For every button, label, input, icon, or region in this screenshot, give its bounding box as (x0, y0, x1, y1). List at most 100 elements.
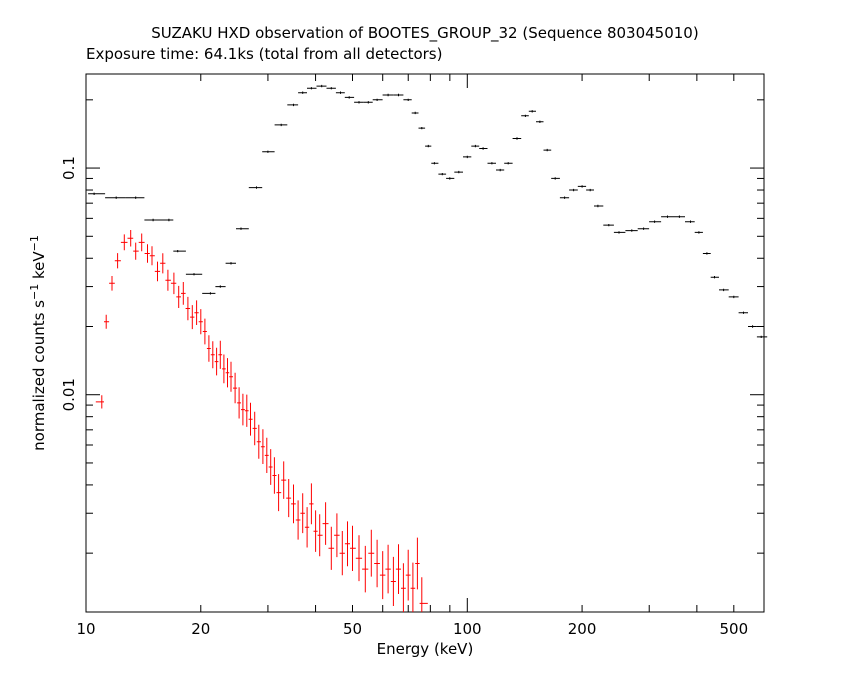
data-point (385, 544, 391, 594)
data-point (88, 192, 106, 195)
data-point (362, 545, 369, 593)
data-point (350, 525, 356, 571)
data-point (198, 309, 203, 335)
data-point (313, 510, 318, 552)
data-point (268, 449, 273, 485)
data-point (241, 393, 245, 426)
data-point (225, 262, 236, 265)
data-point (215, 285, 226, 288)
x-tick-label: 100 (453, 620, 482, 638)
data-point (569, 188, 578, 192)
data-point (415, 537, 420, 590)
data-point (322, 502, 329, 545)
data-point (603, 224, 614, 227)
data-point (479, 147, 488, 150)
data-point (133, 242, 139, 260)
data-point (710, 276, 719, 279)
data-point (390, 556, 396, 606)
data-point (206, 335, 211, 362)
data-point (401, 563, 406, 612)
data-point (411, 111, 419, 115)
data-point (237, 387, 241, 419)
data-point (382, 93, 394, 97)
data-point (372, 98, 383, 101)
data-point (613, 231, 626, 234)
data-point (214, 347, 219, 376)
data-point (728, 295, 739, 299)
data-point (528, 110, 536, 113)
data-point (368, 529, 375, 577)
data-point (339, 531, 345, 576)
series-red (95, 230, 428, 612)
data-point (334, 513, 340, 558)
data-point (355, 535, 363, 582)
y-axis-label-mid: keV (30, 251, 48, 284)
data-point (236, 227, 249, 230)
data-point (300, 493, 305, 534)
y-axis-label-exp1: −1 (28, 284, 41, 300)
data-point (419, 577, 428, 612)
data-point (218, 340, 223, 369)
data-point (286, 479, 292, 518)
data-point (248, 402, 253, 436)
x-tick-label: 500 (719, 620, 748, 638)
data-point (225, 358, 230, 388)
x-tick-labels: 10 20 50 100 200 500 (76, 620, 748, 638)
x-tick-label: 10 (76, 620, 95, 638)
data-point (120, 234, 128, 251)
data-point (105, 196, 126, 199)
data-point (536, 120, 544, 123)
y-axis-label-main: normalized counts s (30, 300, 48, 451)
data-point (410, 562, 416, 612)
data-point (685, 220, 695, 223)
data-point (161, 218, 174, 222)
data-point (702, 252, 711, 255)
data-point (144, 218, 161, 222)
data-point (160, 253, 166, 274)
x-tick-label: 20 (191, 620, 210, 638)
data-point (109, 276, 115, 291)
data-point (264, 437, 269, 473)
data-point (181, 282, 186, 305)
data-point (431, 162, 439, 165)
data-point (446, 177, 455, 180)
x-tick-label: 50 (343, 620, 362, 638)
data-point (260, 429, 265, 464)
data-point (114, 253, 121, 269)
data-point (637, 227, 650, 230)
data-point (418, 127, 426, 130)
chart-subtitle: Exposure time: 64.1ks (total from all de… (86, 45, 442, 63)
data-point (233, 372, 238, 404)
data-point (222, 354, 226, 384)
data-point (393, 93, 404, 97)
data-point (379, 551, 386, 600)
data-point (471, 144, 480, 148)
y-tick-labels: 0.1 0.01 (60, 156, 78, 411)
plot-frame (85, 73, 765, 613)
data-point (316, 84, 327, 88)
data-point (287, 103, 299, 107)
data-point (127, 230, 134, 247)
data-point (144, 244, 150, 263)
data-point (521, 114, 529, 117)
y-tick-label: 0.1 (60, 156, 78, 180)
data-point (694, 231, 703, 234)
y-axis-label-exp2: −1 (28, 235, 41, 251)
y-tick-label: 0.01 (60, 378, 78, 411)
data-point (248, 186, 263, 189)
data-point (104, 314, 110, 329)
y-axis-label: normalized counts s−1 keV−1 (28, 235, 48, 451)
data-point (374, 539, 380, 588)
data-point (276, 474, 282, 512)
data-point (625, 229, 638, 232)
data-point (295, 500, 301, 540)
data-point (649, 220, 662, 223)
data-point (229, 361, 233, 392)
data-point (395, 544, 401, 594)
data-point (210, 341, 215, 369)
data-point (326, 87, 336, 90)
data-point (176, 285, 181, 308)
data-point (95, 395, 104, 409)
data-point (185, 296, 191, 321)
data-point (244, 394, 249, 427)
